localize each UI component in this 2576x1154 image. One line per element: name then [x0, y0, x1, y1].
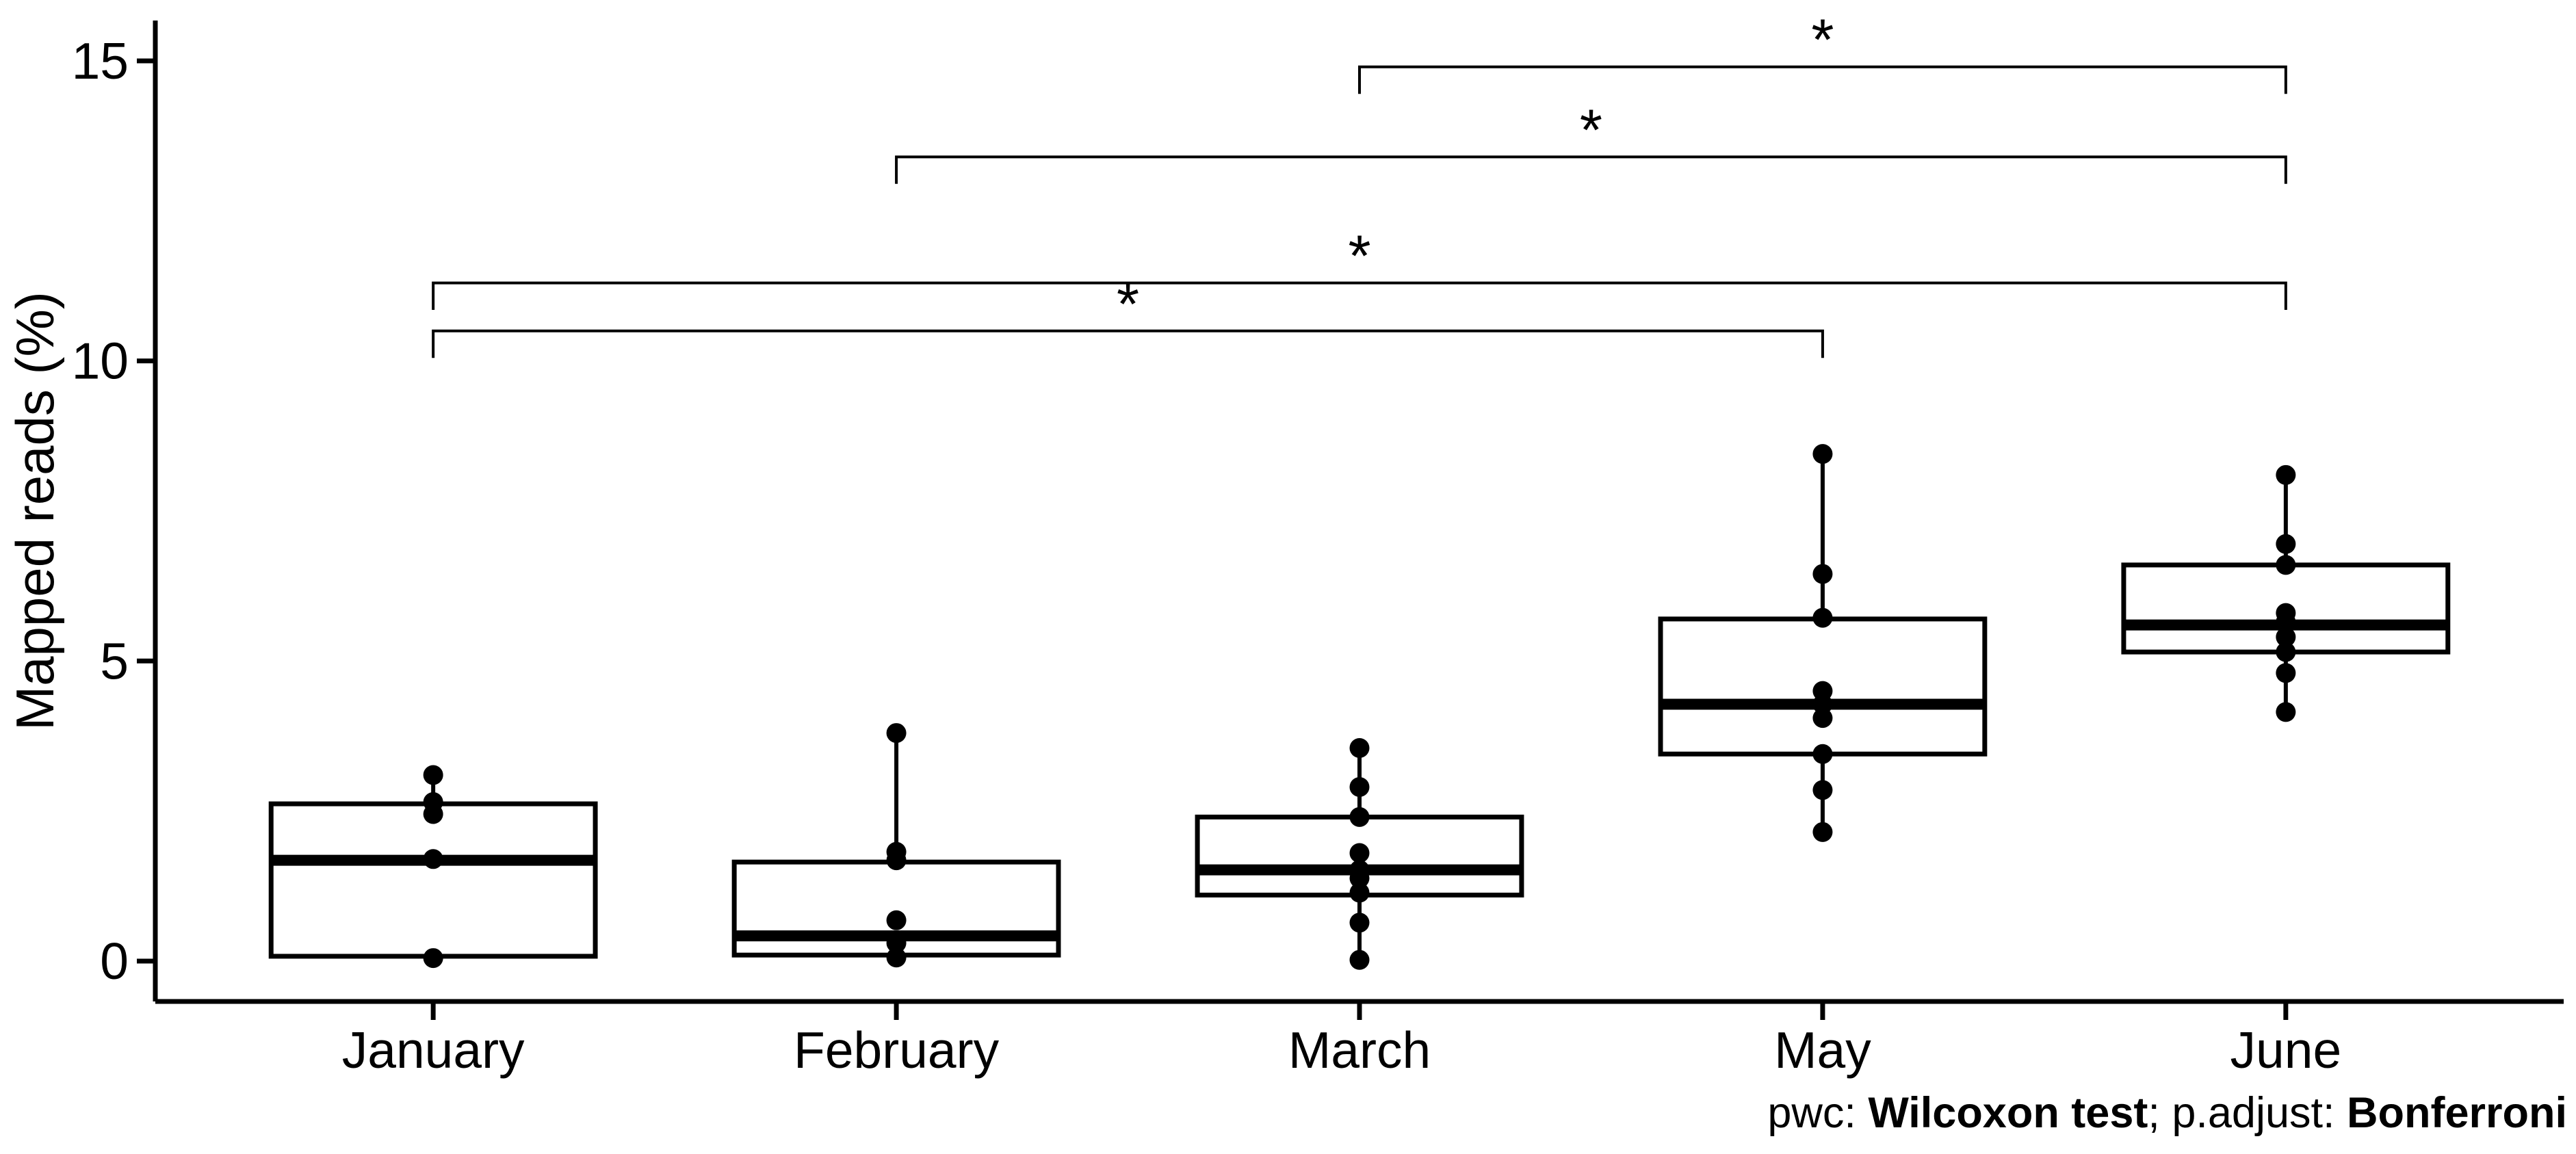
boxplot-march: [1195, 738, 1524, 970]
significance-bracket: *: [1358, 8, 2287, 94]
y-tick-label: 5: [100, 632, 129, 690]
jitter-point: [1349, 738, 1370, 759]
bracket-line: [1358, 65, 2287, 94]
y-tick-label: 0: [100, 932, 129, 990]
jitter-point: [2276, 702, 2296, 722]
jitter-point: [1349, 882, 1370, 903]
x-category-label: January: [342, 1021, 525, 1079]
jitter-point: [2276, 555, 2296, 575]
significance-star: *: [1348, 224, 1370, 289]
jitter-point: [423, 849, 443, 869]
caption-adjust: Bonferroni: [2347, 1089, 2567, 1137]
significance-star: *: [1811, 8, 1834, 73]
caption-method: Wilcoxon test: [1868, 1089, 2148, 1137]
jitter-point: [1349, 868, 1370, 889]
jitter-point: [423, 948, 443, 969]
jitter-point: [1812, 708, 1833, 729]
y-tick-label: 10: [72, 332, 129, 390]
box-january: [268, 801, 598, 959]
jitter-point: [1349, 913, 1370, 933]
jitter-point: [1812, 694, 1833, 714]
jitter-point: [1812, 780, 1833, 800]
jitter-point: [1349, 949, 1370, 970]
jitter-point: [2276, 627, 2296, 647]
significance-bracket: *: [432, 224, 2287, 311]
x-category-label: February: [794, 1021, 1000, 1079]
boxplot-may: [1658, 444, 1988, 842]
significance-star: *: [1580, 98, 1602, 163]
jitter-point: [1349, 843, 1370, 863]
jitter-point: [2276, 534, 2296, 554]
y-tick-label: 15: [72, 32, 129, 90]
chart-caption: pwc: Wilcoxon test; p.adjust: Bonferroni: [1767, 1089, 2567, 1137]
bracket-line: [432, 281, 2287, 311]
x-category-label: March: [1288, 1021, 1431, 1079]
jitter-point: [2276, 663, 2296, 683]
jitter-point: [1812, 822, 1833, 842]
jitter-point: [1812, 607, 1833, 628]
jitter-point: [886, 910, 907, 930]
jitter-point: [423, 804, 443, 824]
caption-separator: ; p.adjust:: [2148, 1089, 2347, 1137]
y-axis-title: Mapped reads (%): [5, 291, 65, 731]
bracket-line: [432, 329, 1824, 358]
bracket-line: [895, 155, 2287, 184]
jitter-point: [886, 947, 907, 968]
caption-pwc-prefix: pwc:: [1767, 1089, 1868, 1137]
jitter-point: [1812, 744, 1833, 764]
jitter-point: [886, 723, 907, 744]
jitter-point: [2276, 642, 2296, 662]
significance-bracket: *: [432, 272, 1824, 358]
jitter-point: [1812, 444, 1833, 464]
boxplot-february: [731, 723, 1061, 968]
jitter-point: [2276, 612, 2296, 632]
significance-bracket: *: [895, 98, 2287, 184]
boxplot-june: [2121, 464, 2451, 722]
x-category-label: May: [1774, 1021, 1871, 1079]
jitter-point: [2276, 464, 2296, 485]
jitter-point: [1349, 777, 1370, 798]
jitter-point: [423, 765, 443, 785]
jitter-point: [886, 850, 907, 871]
jitter-point: [1349, 807, 1370, 827]
x-category-label: June: [2230, 1021, 2342, 1079]
jitter-point: [886, 933, 907, 954]
boxplot-january: [268, 765, 598, 969]
jitter-point: [1812, 564, 1833, 584]
